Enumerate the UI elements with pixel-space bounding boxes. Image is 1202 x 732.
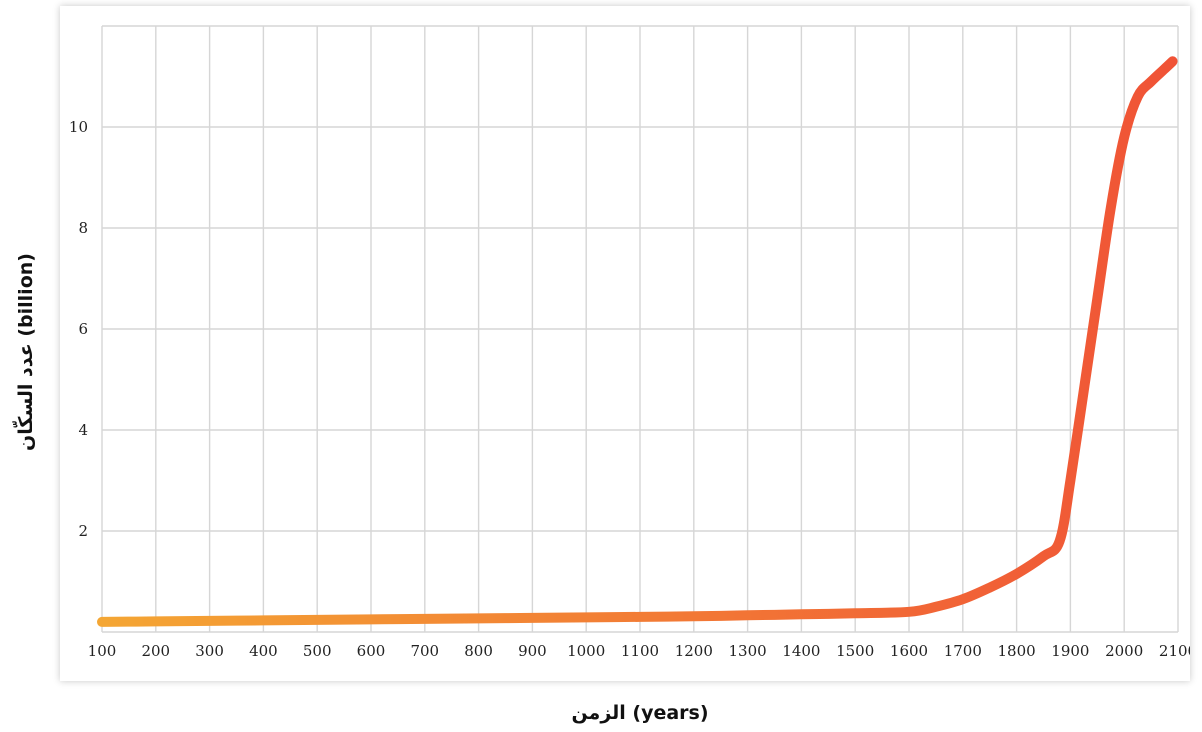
grid-layer [101, 25, 1179, 633]
x-tick-label: 200 [141, 642, 170, 660]
x-tick-label: 100 [88, 642, 117, 660]
x-tick-label: 1100 [621, 642, 659, 660]
axis-labels: 100 200 300 400 500 600 700 800 900 1000 1100 1200 1… [69, 118, 1190, 660]
y-axis-label: عدد السكّان (billion) [15, 253, 37, 451]
x-tick-label: 300 [195, 642, 224, 660]
x-tick-label: 2000 [1105, 642, 1143, 660]
y-tick-label: 8 [78, 219, 88, 237]
y-tick-label: 6 [78, 320, 88, 338]
x-tick-label: 800 [464, 642, 493, 660]
x-tick-label: 1000 [567, 642, 605, 660]
x-tick-label: 1400 [782, 642, 820, 660]
x-tick-label: 600 [357, 642, 386, 660]
chart-card: 100 200 300 400 500 600 700 800 900 1000 1100 1200 1… [60, 6, 1190, 681]
x-tick-label: 400 [249, 642, 278, 660]
x-tick-label: 1200 [675, 642, 713, 660]
population-line [97, 56, 1178, 627]
y-tick-label: 4 [78, 421, 88, 439]
chart-plot: 100 200 300 400 500 600 700 800 900 1000 1100 1200 1… [69, 25, 1190, 660]
series-layer [97, 56, 1178, 627]
x-tick-label: 500 [303, 642, 332, 660]
x-tick-label: 2100 [1159, 642, 1190, 660]
x-tick-label: 1300 [729, 642, 767, 660]
x-tick-label: 1700 [944, 642, 982, 660]
x-tick-label: 900 [518, 642, 547, 660]
x-axis-label: الزمن (years) [571, 702, 709, 724]
x-tick-label: 1800 [998, 642, 1036, 660]
x-tick-label: 1600 [890, 642, 928, 660]
x-tick-label: 1900 [1051, 642, 1089, 660]
y-tick-label: 10 [69, 118, 88, 136]
x-tick-label: 700 [410, 642, 439, 660]
y-tick-label: 2 [78, 522, 88, 540]
x-tick-label: 1500 [836, 642, 874, 660]
